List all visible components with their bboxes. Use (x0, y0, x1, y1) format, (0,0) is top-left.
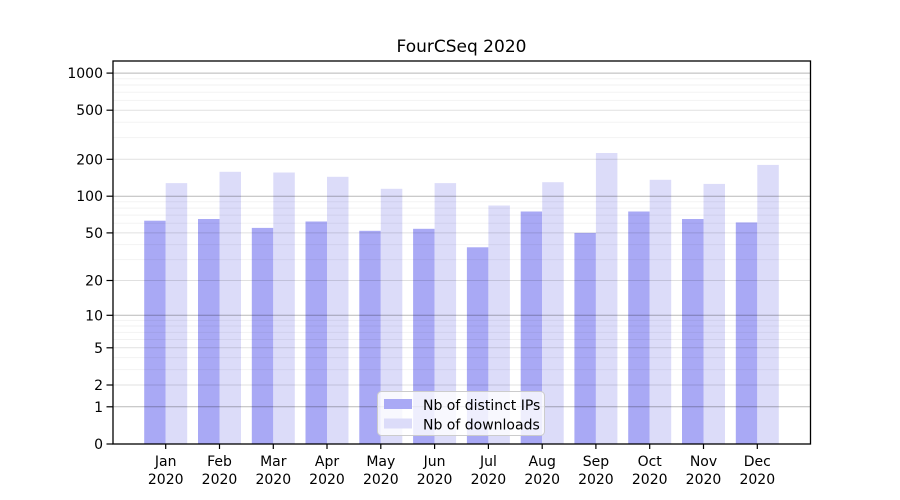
bar-downloads-may (380, 188, 403, 444)
x-tick-label-year: 2020 (363, 472, 399, 488)
x-tick-label-year: 2020 (255, 472, 291, 488)
legend: Nb of distinct IPs Nb of downloads (377, 391, 545, 436)
x-tick-label-month: Feb (207, 454, 232, 470)
bar-downloads-aug (542, 182, 564, 444)
x-tick-label-month: Mar (260, 454, 287, 470)
y-tick-label: 500 (76, 103, 103, 119)
tick-labels-layer: 0 1 2 5 10 20 50 100 200 500 1000 Jan 2020 Feb 2020 Mar… (67, 66, 775, 488)
bar-distinct-ips-sep (574, 232, 596, 444)
bar-distinct-ips-nov (682, 219, 704, 444)
y-tick-label: 5 (94, 341, 103, 357)
axes-layer (106, 60, 812, 449)
bar-downloads-jul (488, 205, 510, 444)
grid-layer (113, 72, 811, 408)
legend-label-downloads: Nb of downloads (423, 418, 540, 434)
y-tick-label: 1 (94, 400, 103, 416)
x-tick-label-year: 2020 (148, 472, 184, 488)
y-tick-label: 1000 (67, 66, 103, 82)
bar-downloads-feb (219, 171, 241, 445)
bar-distinct-ips-oct (628, 211, 650, 444)
x-tick-label-month: Sep (583, 454, 610, 470)
x-tick-label-month: Nov (690, 454, 717, 470)
x-tick-label-month: Jan (154, 454, 177, 470)
y-tick-label: 2 (94, 378, 103, 394)
y-tick-label: 100 (76, 189, 103, 205)
x-tick-label-year: 2020 (471, 472, 507, 488)
legend-label-distinct-ips: Nb of distinct IPs (423, 398, 540, 414)
bar-downloads-jan (165, 183, 188, 444)
y-tick-label: 50 (85, 226, 103, 242)
x-tick-label-year: 2020 (578, 472, 614, 488)
bars-layer (144, 153, 779, 445)
bar-distinct-ips-mar (251, 227, 274, 444)
bar-distinct-ips-dec (735, 222, 758, 444)
bar-downloads-dec (757, 164, 779, 444)
bar-distinct-ips-may (359, 230, 381, 444)
bar-downloads-jun (434, 183, 457, 444)
y-tick-label: 0 (94, 437, 103, 453)
y-tick-label: 20 (85, 274, 103, 290)
x-tick-label-year: 2020 (686, 472, 722, 488)
x-tick-label-month: Apr (315, 454, 339, 470)
plot-border (112, 60, 812, 445)
x-tick-label-year: 2020 (202, 472, 238, 488)
bar-downloads-mar (273, 172, 295, 444)
y-tick-label: 200 (76, 152, 103, 168)
bar-distinct-ips-aug (520, 211, 543, 444)
x-tick-label-month: Oct (638, 454, 663, 470)
x-tick-label-month: Dec (744, 454, 771, 470)
x-tick-label-year: 2020 (739, 472, 775, 488)
legend-swatch-distinct-ips (384, 399, 412, 409)
chart-title: FourCSeq 2020 (397, 37, 527, 57)
x-tick-label-year: 2020 (524, 472, 560, 488)
x-tick-label-month: Jul (479, 454, 497, 470)
x-tick-label-month: Jun (423, 454, 446, 470)
legend-swatch-downloads (384, 418, 412, 429)
x-tick-label-year: 2020 (309, 472, 345, 488)
bar-downloads-nov (703, 183, 725, 444)
bar-downloads-apr (327, 176, 349, 445)
bar-downloads-oct (649, 179, 672, 445)
bar-distinct-ips-feb (198, 219, 220, 444)
x-tick-label-year: 2020 (632, 472, 668, 488)
x-tick-label-month: Aug (529, 454, 556, 470)
bar-downloads-sep (595, 153, 618, 444)
bar-distinct-ips-jun (413, 228, 435, 444)
legend-box (377, 391, 545, 436)
x-tick-label-month: May (366, 454, 395, 470)
y-tick-label: 10 (85, 308, 103, 324)
bar-distinct-ips-jan (144, 220, 166, 444)
x-tick-label-year: 2020 (417, 472, 453, 488)
bar-distinct-ips-apr (305, 221, 327, 444)
